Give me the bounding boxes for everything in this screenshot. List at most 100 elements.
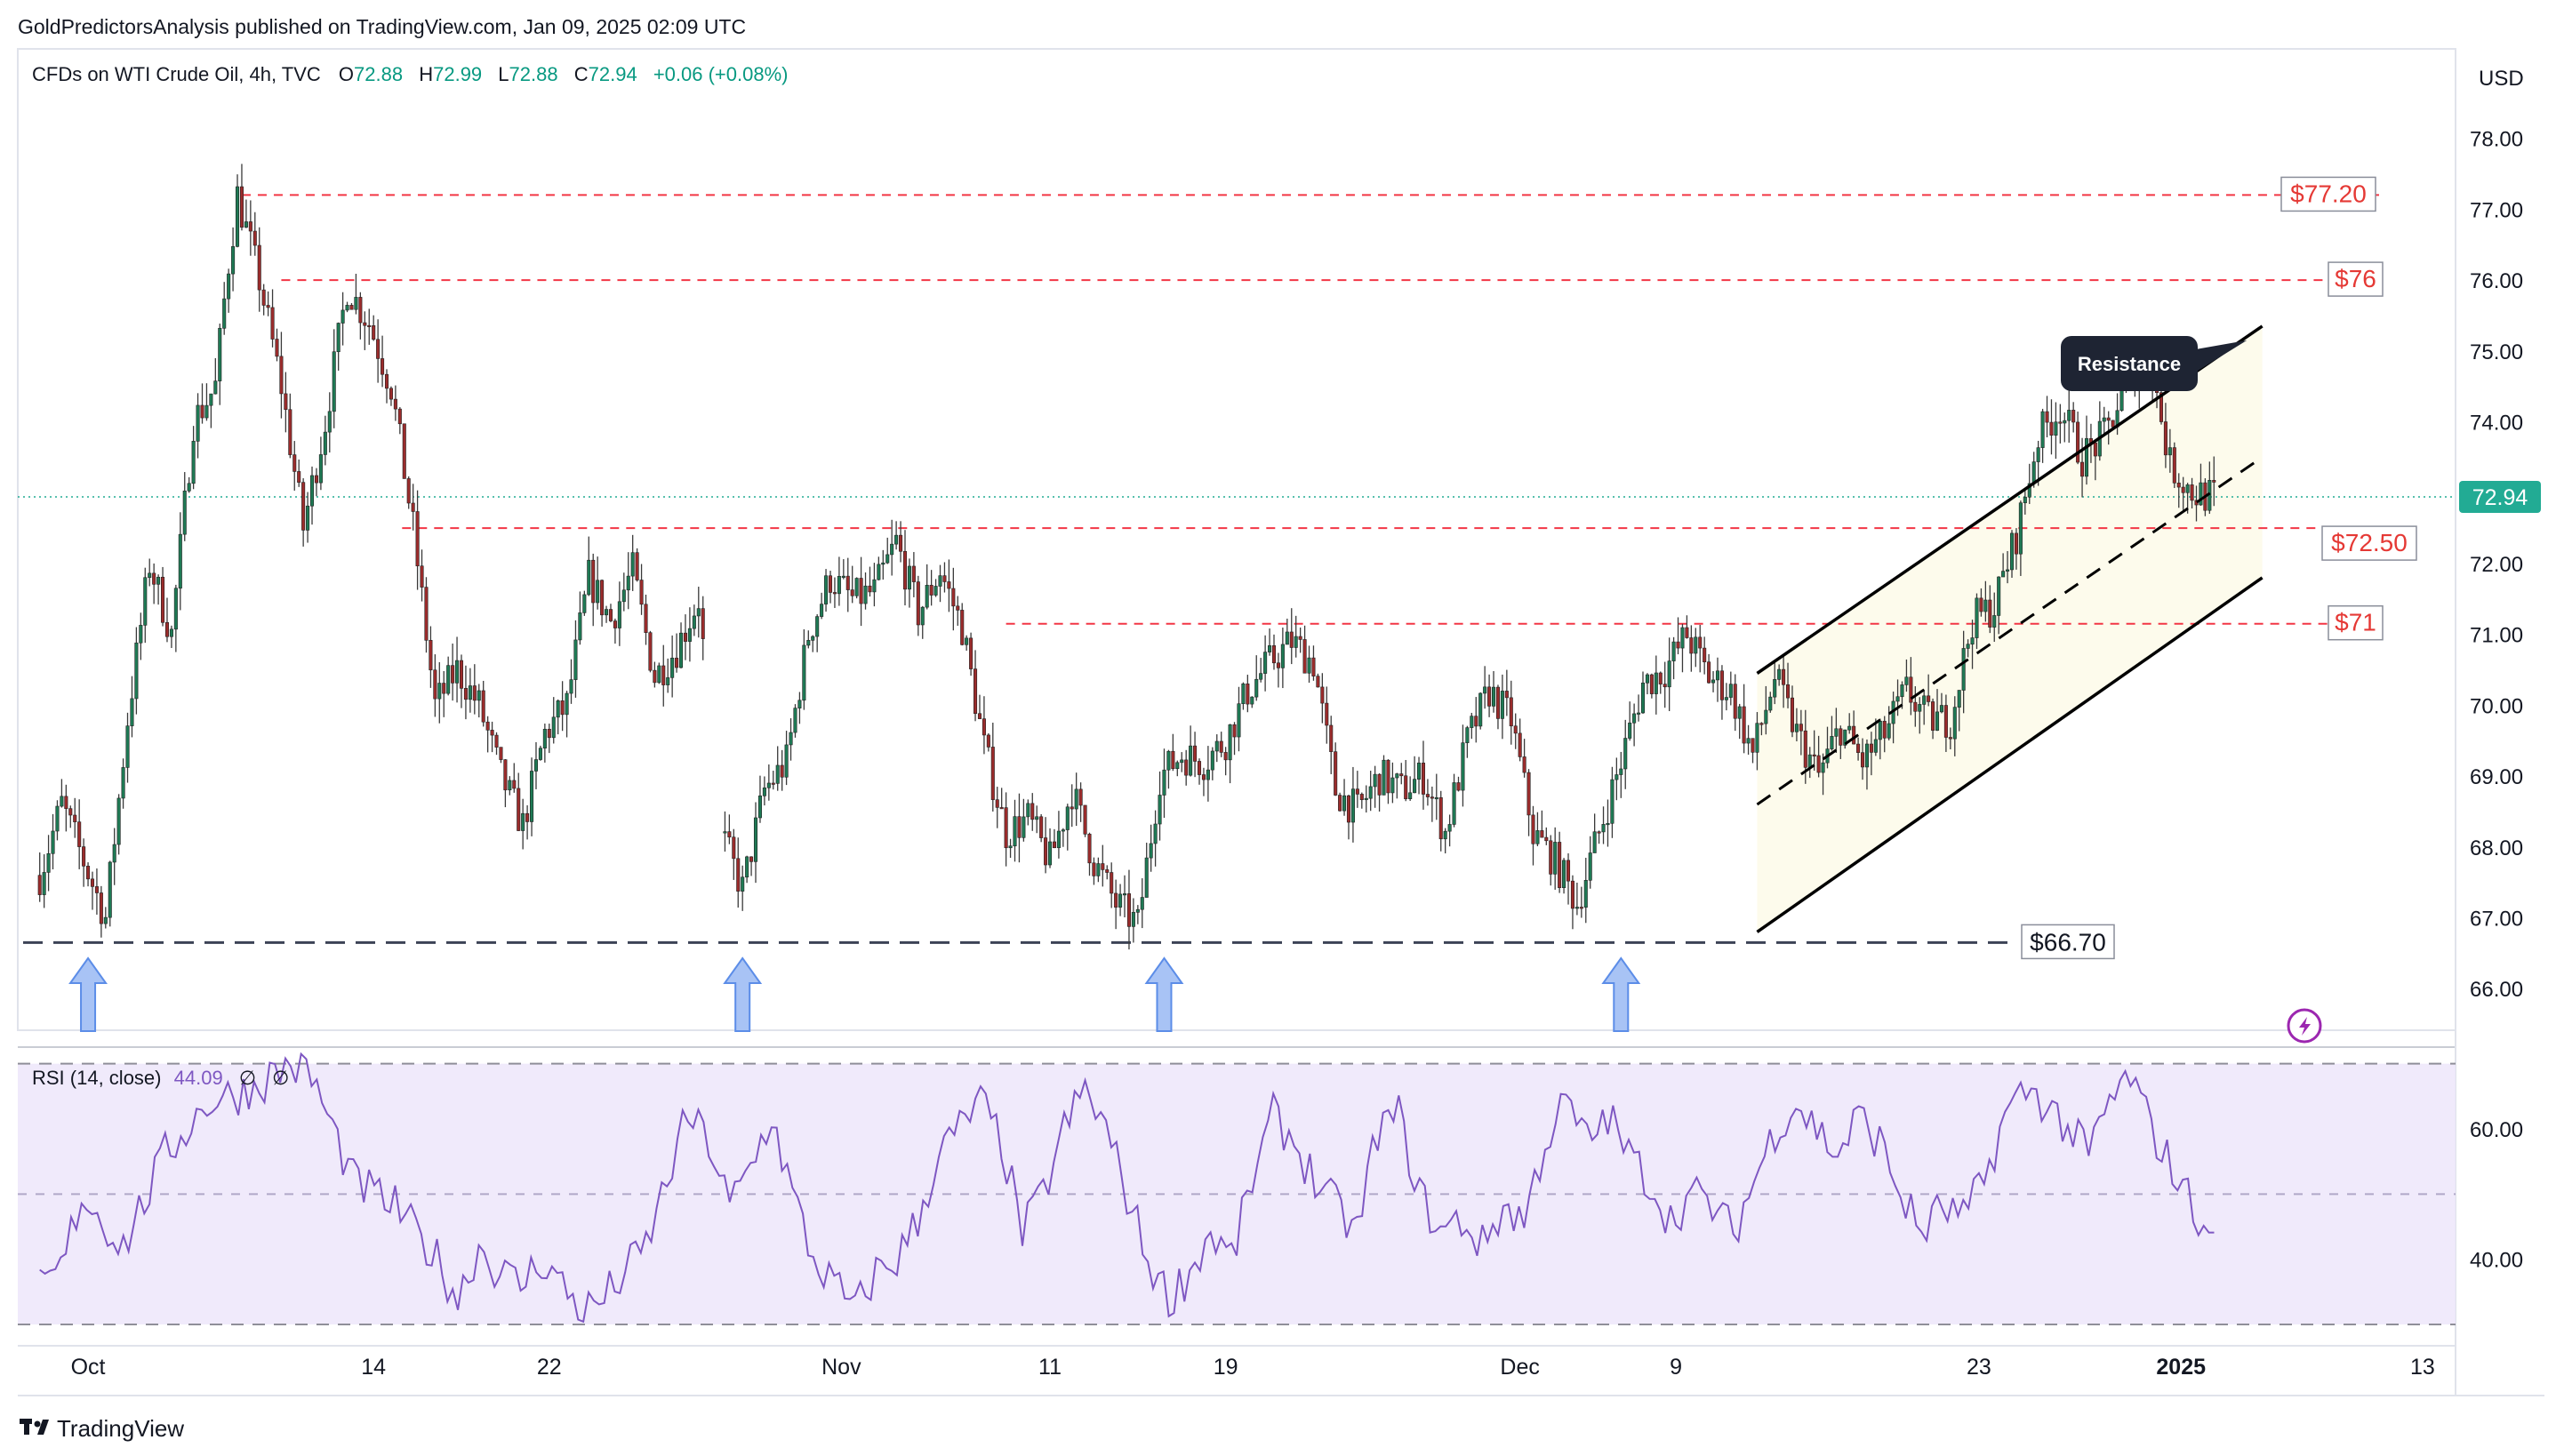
candle[interactable]: [1830, 736, 1834, 749]
candle[interactable]: [661, 665, 666, 685]
candle[interactable]: [64, 796, 68, 809]
candle[interactable]: [164, 621, 170, 637]
candle[interactable]: [2080, 461, 2085, 477]
candle[interactable]: [2159, 392, 2164, 422]
candle[interactable]: [1773, 679, 1777, 698]
candle[interactable]: [266, 305, 270, 308]
candle[interactable]: [1210, 750, 1214, 771]
candle[interactable]: [990, 747, 995, 800]
candle[interactable]: [902, 550, 908, 590]
candle[interactable]: [2001, 571, 2006, 578]
candle[interactable]: [1350, 788, 1355, 823]
candle[interactable]: [1074, 788, 1078, 810]
candle[interactable]: [354, 297, 358, 310]
candle[interactable]: [459, 660, 464, 689]
candle[interactable]: [1834, 728, 1839, 737]
candle[interactable]: [1777, 668, 1782, 680]
candle[interactable]: [235, 186, 240, 247]
candle[interactable]: [1044, 837, 1048, 866]
candle[interactable]: [648, 632, 653, 671]
candle[interactable]: [1566, 860, 1571, 882]
candle[interactable]: [1070, 806, 1074, 810]
candle[interactable]: [793, 708, 797, 733]
candle[interactable]: [1615, 774, 1619, 780]
candle[interactable]: [1623, 738, 1628, 770]
candle[interactable]: [1452, 782, 1456, 825]
candle[interactable]: [1246, 683, 1250, 705]
candle[interactable]: [1997, 576, 2001, 616]
candle[interactable]: [1689, 637, 1694, 654]
candle[interactable]: [938, 575, 942, 587]
candle[interactable]: [868, 585, 872, 593]
candle[interactable]: [1276, 662, 1280, 668]
candle[interactable]: [1334, 751, 1338, 796]
candle[interactable]: [1816, 755, 1821, 773]
candle[interactable]: [1606, 822, 1610, 826]
candle[interactable]: [797, 700, 802, 708]
candle[interactable]: [1047, 841, 1053, 866]
candle[interactable]: [1329, 724, 1334, 752]
candle[interactable]: [499, 747, 503, 760]
candle[interactable]: [463, 688, 468, 700]
candle[interactable]: [578, 612, 582, 641]
candle[interactable]: [468, 685, 472, 700]
candle[interactable]: [125, 725, 130, 768]
candle[interactable]: [222, 298, 227, 329]
candle[interactable]: [521, 812, 525, 831]
candle[interactable]: [565, 692, 569, 716]
candle[interactable]: [1939, 705, 1943, 713]
candle[interactable]: [508, 780, 512, 791]
candle[interactable]: [736, 858, 741, 892]
candle[interactable]: [2058, 421, 2063, 424]
candle[interactable]: [1957, 690, 1961, 708]
candle[interactable]: [143, 577, 148, 626]
candle[interactable]: [1671, 641, 1676, 661]
candle[interactable]: [1979, 597, 1983, 612]
candle[interactable]: [1022, 816, 1026, 838]
candle[interactable]: [1395, 773, 1399, 779]
candle[interactable]: [587, 559, 591, 596]
candle[interactable]: [2111, 420, 2115, 428]
candle[interactable]: [872, 579, 877, 593]
candle[interactable]: [2119, 388, 2124, 412]
candle[interactable]: [376, 339, 381, 359]
candle[interactable]: [1162, 769, 1166, 796]
candle[interactable]: [538, 748, 542, 760]
candle[interactable]: [2172, 447, 2176, 484]
candle[interactable]: [621, 589, 626, 603]
candle[interactable]: [1438, 796, 1443, 840]
candle[interactable]: [2102, 417, 2106, 422]
candle[interactable]: [1430, 796, 1434, 799]
candle[interactable]: [1254, 678, 1259, 698]
candle[interactable]: [2181, 486, 2185, 493]
candle[interactable]: [442, 683, 446, 694]
candle[interactable]: [1570, 880, 1574, 909]
candle[interactable]: [314, 475, 318, 484]
candle[interactable]: [1465, 727, 1470, 743]
candle[interactable]: [727, 831, 732, 838]
candle[interactable]: [288, 409, 292, 455]
candle[interactable]: [1307, 657, 1311, 674]
candle[interactable]: [252, 230, 257, 246]
candle[interactable]: [1821, 762, 1825, 773]
candle[interactable]: [1988, 599, 1992, 628]
candle[interactable]: [231, 246, 236, 275]
candle[interactable]: [2190, 484, 2194, 501]
candle[interactable]: [437, 683, 442, 700]
candle[interactable]: [349, 305, 354, 310]
candles[interactable]: [37, 164, 2216, 950]
candle[interactable]: [1711, 679, 1716, 684]
candle[interactable]: [415, 511, 420, 567]
candle[interactable]: [2106, 417, 2111, 421]
candle[interactable]: [766, 782, 771, 788]
candle[interactable]: [1013, 816, 1017, 847]
candle[interactable]: [2006, 569, 2010, 572]
candle[interactable]: [977, 713, 982, 719]
candle[interactable]: [692, 615, 696, 629]
candle[interactable]: [1118, 893, 1123, 908]
candle[interactable]: [1535, 830, 1540, 844]
candle[interactable]: [1004, 807, 1008, 849]
candle[interactable]: [2093, 442, 2097, 457]
candle[interactable]: [956, 605, 960, 611]
candle[interactable]: [73, 814, 77, 822]
